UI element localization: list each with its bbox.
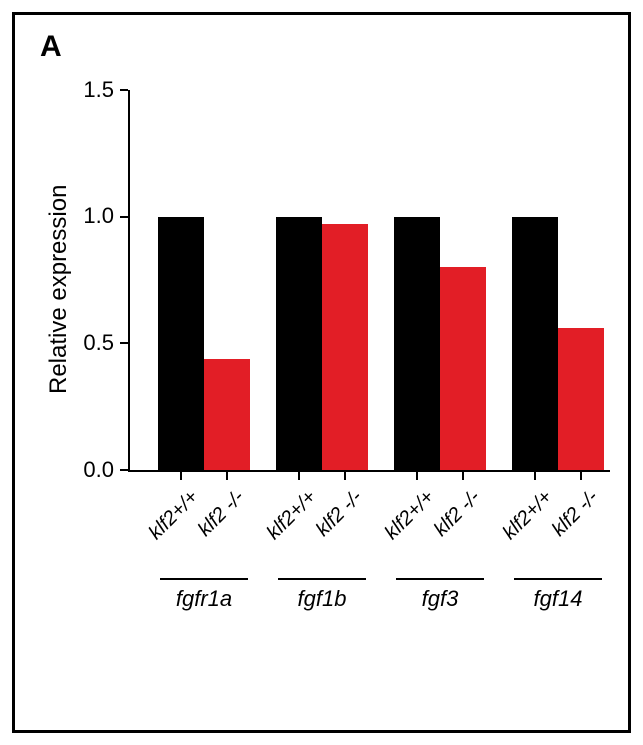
bar — [440, 267, 486, 470]
y-tick — [120, 469, 128, 471]
group-underline — [396, 578, 484, 580]
group-label: fgfr1a — [140, 586, 268, 612]
y-tick-label: 1.5 — [64, 77, 114, 103]
bar — [394, 217, 440, 470]
y-tick — [120, 216, 128, 218]
bar — [158, 217, 204, 470]
y-tick — [120, 89, 128, 91]
y-axis-label: Relative expression — [45, 185, 73, 394]
bar — [512, 217, 558, 470]
group-underline — [278, 578, 366, 580]
x-tick — [180, 472, 182, 480]
x-tick — [416, 472, 418, 480]
x-tick — [226, 472, 228, 480]
x-tick — [534, 472, 536, 480]
y-axis — [128, 90, 130, 470]
group-label: fgf3 — [376, 586, 504, 612]
figure-frame: A 0.00.51.01.5Relative expressionklf2+/+… — [0, 0, 643, 745]
x-tick — [580, 472, 582, 480]
group-label: fgf14 — [494, 586, 622, 612]
group-label: fgf1b — [258, 586, 386, 612]
group-underline — [160, 578, 248, 580]
y-tick — [120, 342, 128, 344]
bar — [558, 328, 604, 470]
bar — [322, 224, 368, 470]
x-tick — [298, 472, 300, 480]
bar — [276, 217, 322, 470]
group-underline — [514, 578, 602, 580]
x-tick — [344, 472, 346, 480]
x-axis — [128, 470, 610, 472]
x-tick — [462, 472, 464, 480]
bar-chart — [130, 90, 610, 470]
y-tick-label: 0.0 — [64, 457, 114, 483]
bar — [204, 359, 250, 470]
panel-label: A — [40, 30, 62, 64]
